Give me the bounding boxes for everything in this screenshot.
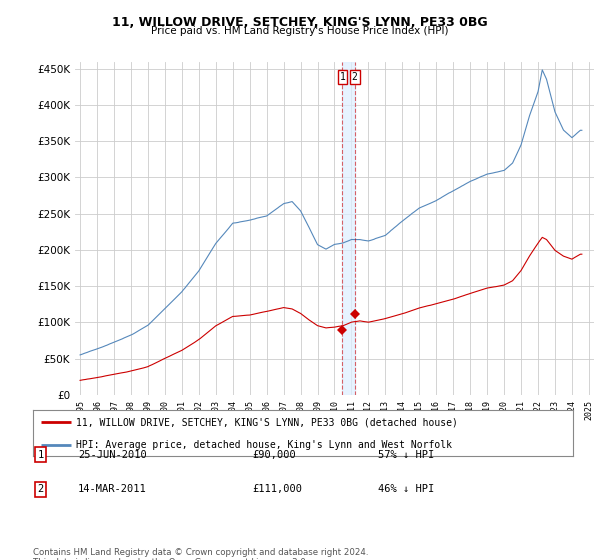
Text: 2: 2 — [38, 484, 44, 494]
Text: 25-JUN-2010: 25-JUN-2010 — [78, 450, 147, 460]
Text: Contains HM Land Registry data © Crown copyright and database right 2024.
This d: Contains HM Land Registry data © Crown c… — [33, 548, 368, 560]
Text: 14-MAR-2011: 14-MAR-2011 — [78, 484, 147, 494]
Bar — [343, 62, 355, 395]
Text: 2: 2 — [352, 72, 358, 82]
Text: 1: 1 — [340, 72, 346, 82]
Text: 11, WILLOW DRIVE, SETCHEY, KING'S LYNN, PE33 0BG (detached house): 11, WILLOW DRIVE, SETCHEY, KING'S LYNN, … — [76, 417, 458, 427]
Text: 46% ↓ HPI: 46% ↓ HPI — [378, 484, 434, 494]
Text: £111,000: £111,000 — [252, 484, 302, 494]
Text: Price paid vs. HM Land Registry's House Price Index (HPI): Price paid vs. HM Land Registry's House … — [151, 26, 449, 36]
Text: 11, WILLOW DRIVE, SETCHEY, KING'S LYNN, PE33 0BG: 11, WILLOW DRIVE, SETCHEY, KING'S LYNN, … — [112, 16, 488, 29]
Text: £90,000: £90,000 — [252, 450, 296, 460]
Text: HPI: Average price, detached house, King's Lynn and West Norfolk: HPI: Average price, detached house, King… — [76, 440, 452, 450]
Text: 57% ↓ HPI: 57% ↓ HPI — [378, 450, 434, 460]
Text: 1: 1 — [38, 450, 44, 460]
